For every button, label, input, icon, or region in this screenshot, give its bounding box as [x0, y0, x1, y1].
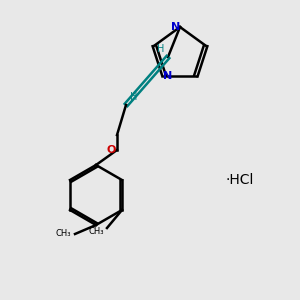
Text: ·HCl: ·HCl — [226, 173, 254, 187]
Text: H: H — [157, 44, 164, 54]
Text: CH₃: CH₃ — [88, 226, 104, 236]
Text: CH₃: CH₃ — [55, 230, 70, 238]
Text: N: N — [163, 71, 172, 81]
Text: H: H — [130, 92, 137, 102]
Text: O: O — [106, 145, 116, 155]
Text: N: N — [171, 22, 180, 32]
